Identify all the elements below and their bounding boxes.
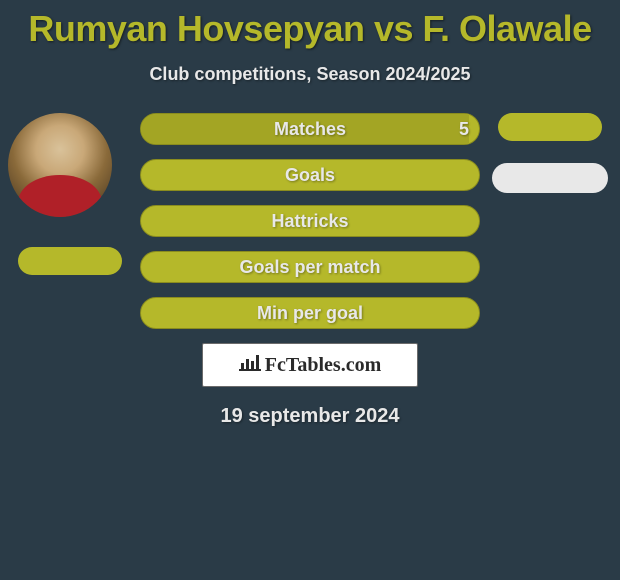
player-right-badge-2 bbox=[492, 163, 608, 193]
date-label: 19 september 2024 bbox=[0, 405, 620, 428]
subtitle: Club competitions, Season 2024/2025 bbox=[0, 64, 620, 85]
stat-bar-mpg-label: Min per goal bbox=[257, 303, 363, 324]
stat-bar-matches: Matches 5 bbox=[140, 113, 480, 145]
logo-text: FcTables.com bbox=[265, 354, 381, 377]
logo: FcTables.com bbox=[239, 353, 381, 377]
bar-chart-icon bbox=[239, 353, 261, 377]
stat-bar-hattricks-label: Hattricks bbox=[271, 211, 348, 232]
player-left-avatar bbox=[8, 113, 112, 217]
stat-bar-mpg: Min per goal bbox=[140, 297, 480, 329]
stat-bar-goals: Goals bbox=[140, 159, 480, 191]
stat-bar-goals-label: Goals bbox=[285, 165, 335, 186]
page-title: Rumyan Hovsepyan vs F. Olawale bbox=[0, 0, 620, 50]
stat-bar-gpm: Goals per match bbox=[140, 251, 480, 283]
stat-bar-hattricks: Hattricks bbox=[140, 205, 480, 237]
stat-bar-matches-value: 5 bbox=[459, 119, 469, 140]
comparison-content: Matches 5 Goals Hattricks Goals per matc… bbox=[0, 113, 620, 428]
stat-bar-matches-label: Matches bbox=[274, 119, 346, 140]
stat-bar-gpm-label: Goals per match bbox=[239, 257, 380, 278]
player-left-badge bbox=[18, 247, 122, 275]
player-right-badge-1 bbox=[498, 113, 602, 141]
stat-bars: Matches 5 Goals Hattricks Goals per matc… bbox=[140, 113, 480, 329]
logo-box: FcTables.com bbox=[202, 343, 418, 387]
